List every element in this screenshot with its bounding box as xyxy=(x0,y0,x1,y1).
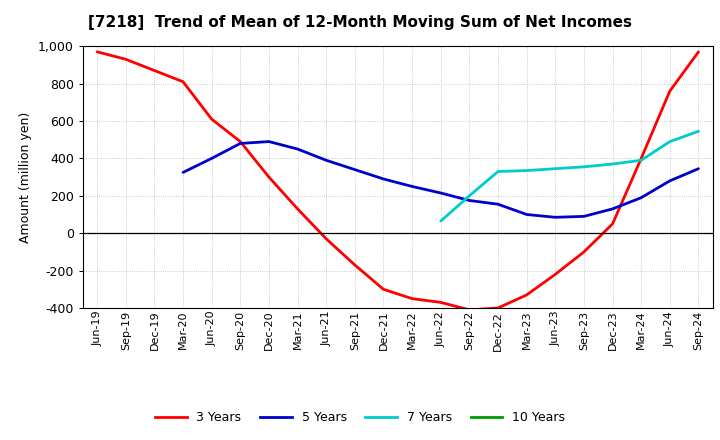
Legend: 3 Years, 5 Years, 7 Years, 10 Years: 3 Years, 5 Years, 7 Years, 10 Years xyxy=(150,407,570,429)
Y-axis label: Amount (million yen): Amount (million yen) xyxy=(19,111,32,243)
Text: [7218]  Trend of Mean of 12-Month Moving Sum of Net Incomes: [7218] Trend of Mean of 12-Month Moving … xyxy=(88,15,632,30)
